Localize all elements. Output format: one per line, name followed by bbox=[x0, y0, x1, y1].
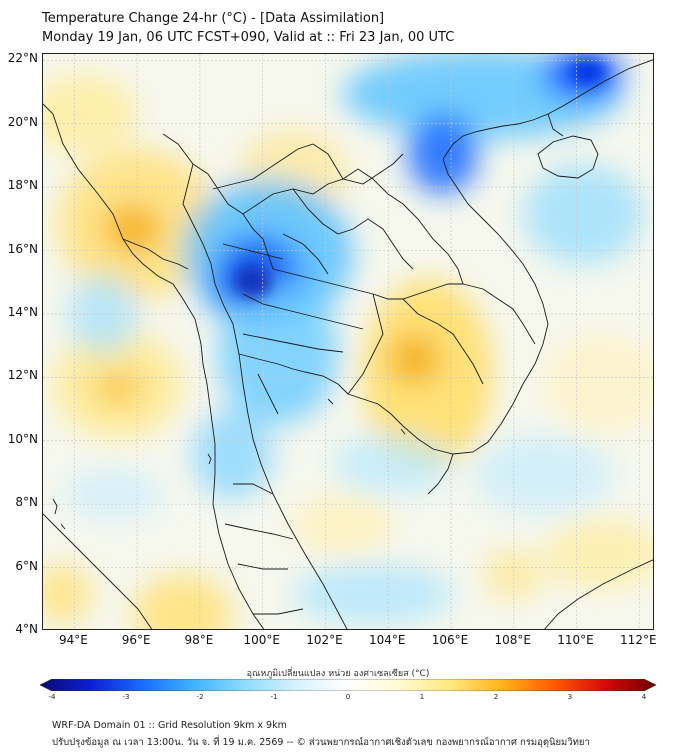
longitude-label: 112°E bbox=[620, 633, 657, 647]
footer-credit: ปรับปรุงข้อมูล ณ เวลา 13:00น. วัน จ. ที่… bbox=[52, 737, 590, 748]
map-subtitle: Monday 19 Jan, 06 UTC FCST+090, Valid at… bbox=[42, 30, 455, 45]
latitude-label: 14°N bbox=[7, 304, 38, 319]
colorbar-tick-label: -1 bbox=[270, 693, 278, 701]
latitude-label: 16°N bbox=[7, 241, 38, 256]
longitude-label: 98°E bbox=[184, 633, 214, 647]
colorbar-tick-label: 0 bbox=[345, 693, 351, 701]
longitude-label: 108°E bbox=[494, 633, 532, 647]
map-panel bbox=[42, 53, 654, 630]
longitude-label: 110°E bbox=[557, 633, 594, 647]
latitude-label: 8°N bbox=[15, 495, 38, 510]
colorbar-tick-label: -4 bbox=[48, 693, 56, 701]
latitude-label: 10°N bbox=[7, 431, 38, 446]
longitude-label: 96°E bbox=[121, 633, 151, 647]
longitude-label: 106°E bbox=[431, 633, 469, 647]
temperature-change-map bbox=[43, 54, 653, 629]
latitude-label: 4°N bbox=[15, 622, 38, 636]
colorbar-tick-label: 1 bbox=[419, 693, 425, 701]
colorbar-tick-label: 3 bbox=[567, 693, 573, 701]
longitude-label: 104°E bbox=[368, 633, 406, 647]
colorbar-title: อุณหภูมิเปลี่ยนแปลง หน่วย องศาเซลเซียส (… bbox=[246, 669, 430, 679]
latitude-label: 22°N bbox=[7, 51, 38, 66]
colorbar bbox=[40, 679, 656, 691]
colorbar-tick-label: 4 bbox=[641, 693, 647, 701]
latitude-label: 12°N bbox=[7, 368, 38, 383]
map-title: Temperature Change 24-hr (°C) - [Data As… bbox=[42, 11, 385, 26]
latitude-label: 6°N bbox=[15, 558, 38, 573]
latitude-label: 20°N bbox=[7, 114, 38, 129]
footer-model-info: WRF-DA Domain 01 :: Grid Resolution 9km … bbox=[52, 720, 287, 731]
colorbar-ramp bbox=[40, 679, 656, 691]
longitude-label: 102°E bbox=[306, 633, 343, 647]
colorbar-tick-label: 2 bbox=[493, 693, 499, 701]
longitude-label: 94°E bbox=[58, 633, 88, 647]
colorbar-tick-label: -3 bbox=[122, 693, 130, 701]
lat-lon-gridlines bbox=[43, 54, 653, 629]
coastlines-borders bbox=[43, 59, 653, 629]
temperature-field bbox=[43, 54, 653, 629]
colorbar-tick-label: -2 bbox=[196, 693, 204, 701]
latitude-label: 18°N bbox=[7, 178, 38, 193]
longitude-label: 100°E bbox=[243, 633, 280, 647]
